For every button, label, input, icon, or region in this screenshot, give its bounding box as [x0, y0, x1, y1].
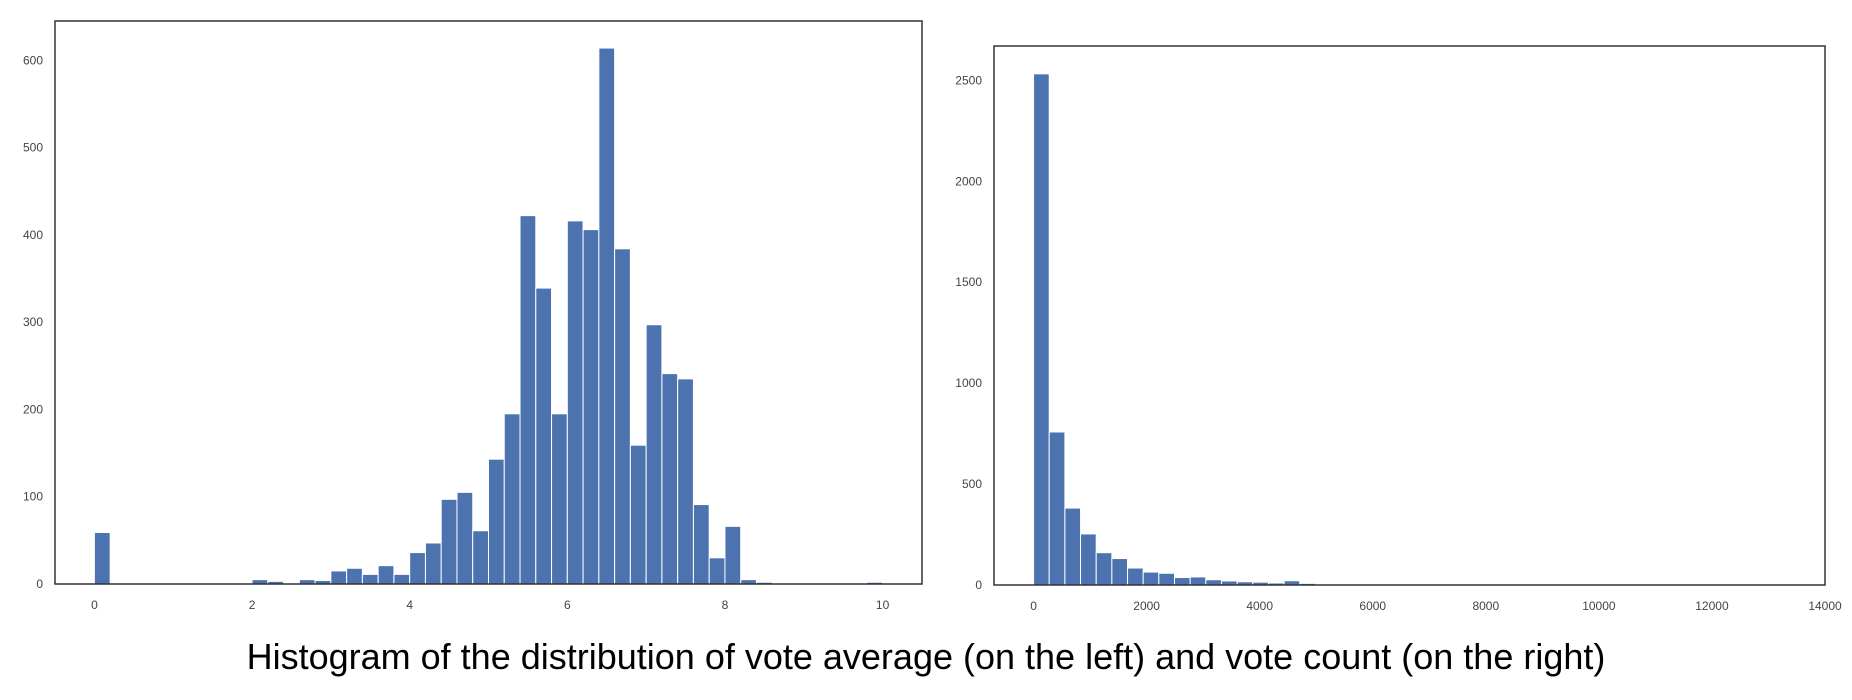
left-chart-bar — [566, 220, 584, 585]
left-chart-y-tick-label: 500 — [23, 141, 43, 155]
right-chart-x-tick-label: 14000 — [1808, 599, 1842, 613]
right-chart-y-tick-label: 500 — [962, 477, 982, 491]
right-chart-x-tick-label: 12000 — [1695, 599, 1729, 613]
left-chart-bar — [440, 498, 458, 585]
left-chart-y-tick-label: 300 — [23, 315, 43, 329]
right-chart-y-tick-label: 2000 — [955, 174, 982, 188]
right-chart-bar — [1080, 533, 1097, 586]
left-chart-x-tick-label: 0 — [91, 598, 98, 612]
right-chart-x-tick-label: 4000 — [1246, 599, 1273, 613]
left-chart-bar — [535, 287, 553, 585]
right-chart-x-tick-label: 8000 — [1472, 599, 1499, 613]
right-chart-y-tick-label: 1000 — [955, 376, 982, 390]
left-chart-x-tick-label: 2 — [249, 598, 256, 612]
right-chart-bar — [1127, 567, 1144, 586]
left-chart-x-tick-label: 6 — [564, 598, 571, 612]
left-chart-bar — [393, 573, 411, 585]
left-chart-bar — [456, 491, 474, 585]
left-chart-bar — [708, 557, 726, 585]
left-chart-x-tick-label: 10 — [876, 598, 890, 612]
figure-caption: Histogram of the distribution of vote av… — [246, 636, 1606, 677]
left-chart-bar — [330, 570, 348, 585]
right-chart-bar — [1189, 576, 1207, 586]
left-chart-y-tick-label: 400 — [23, 228, 43, 242]
right-chart-y-tick-label: 1500 — [955, 275, 982, 289]
right-chart-x-tick-label: 0 — [1030, 599, 1037, 613]
right-chart-bar — [1205, 579, 1222, 586]
right-chart-x-tick-label: 2000 — [1133, 599, 1160, 613]
left-chart-bar — [519, 215, 537, 585]
left-chart-bar — [692, 504, 710, 585]
right-chart-bar — [1095, 552, 1113, 586]
left-chart-bar — [93, 532, 111, 585]
left-chart-y-tick-label: 600 — [23, 53, 43, 67]
left-chart-bar — [424, 542, 442, 585]
left-chart-y-tick-label: 100 — [23, 490, 43, 504]
left-chart-bar — [472, 530, 489, 585]
left-chart-bar — [598, 47, 616, 585]
left-chart-bar — [409, 552, 426, 585]
right-chart-bar — [1142, 571, 1160, 586]
left-chart-bar — [551, 413, 568, 585]
left-chart-bar — [346, 567, 363, 585]
left-chart-frame — [54, 20, 923, 585]
right-chart-x-tick-label: 6000 — [1359, 599, 1386, 613]
right-chart-bar — [1111, 558, 1129, 586]
left-chart-bar — [677, 378, 694, 585]
left-chart-y-tick-label: 0 — [36, 577, 43, 591]
left-chart-y-tick-label: 200 — [23, 402, 43, 416]
right-chart-bar — [1048, 431, 1066, 586]
left-chart-bar — [377, 565, 395, 585]
left-chart-bar — [503, 413, 521, 585]
right-chart: 0 2000 4000 6000 8000 10000 12000 14000 0 500 1000… — [955, 45, 1842, 613]
right-chart-y-tick-label: 2500 — [955, 73, 982, 87]
right-chart-bar — [1158, 572, 1175, 586]
left-chart-bar — [582, 229, 600, 585]
left-chart-bar — [724, 525, 742, 585]
right-chart-y-tick-label: 0 — [975, 578, 982, 592]
right-chart-frame — [993, 45, 1826, 586]
right-chart-bar — [1064, 507, 1082, 586]
left-chart-bar — [661, 373, 679, 585]
left-chart-x-tick-label: 8 — [722, 598, 729, 612]
left-chart-bar — [645, 324, 663, 585]
left-chart-bar — [614, 248, 631, 585]
left-chart-x-tick-label: 4 — [406, 598, 413, 612]
right-chart-x-tick-label: 10000 — [1582, 599, 1616, 613]
left-chart-bar — [629, 444, 647, 585]
left-chart-bar — [488, 458, 505, 585]
right-chart-bar — [1174, 577, 1191, 586]
right-chart-bar — [1033, 73, 1050, 586]
left-chart-bar — [361, 573, 379, 585]
